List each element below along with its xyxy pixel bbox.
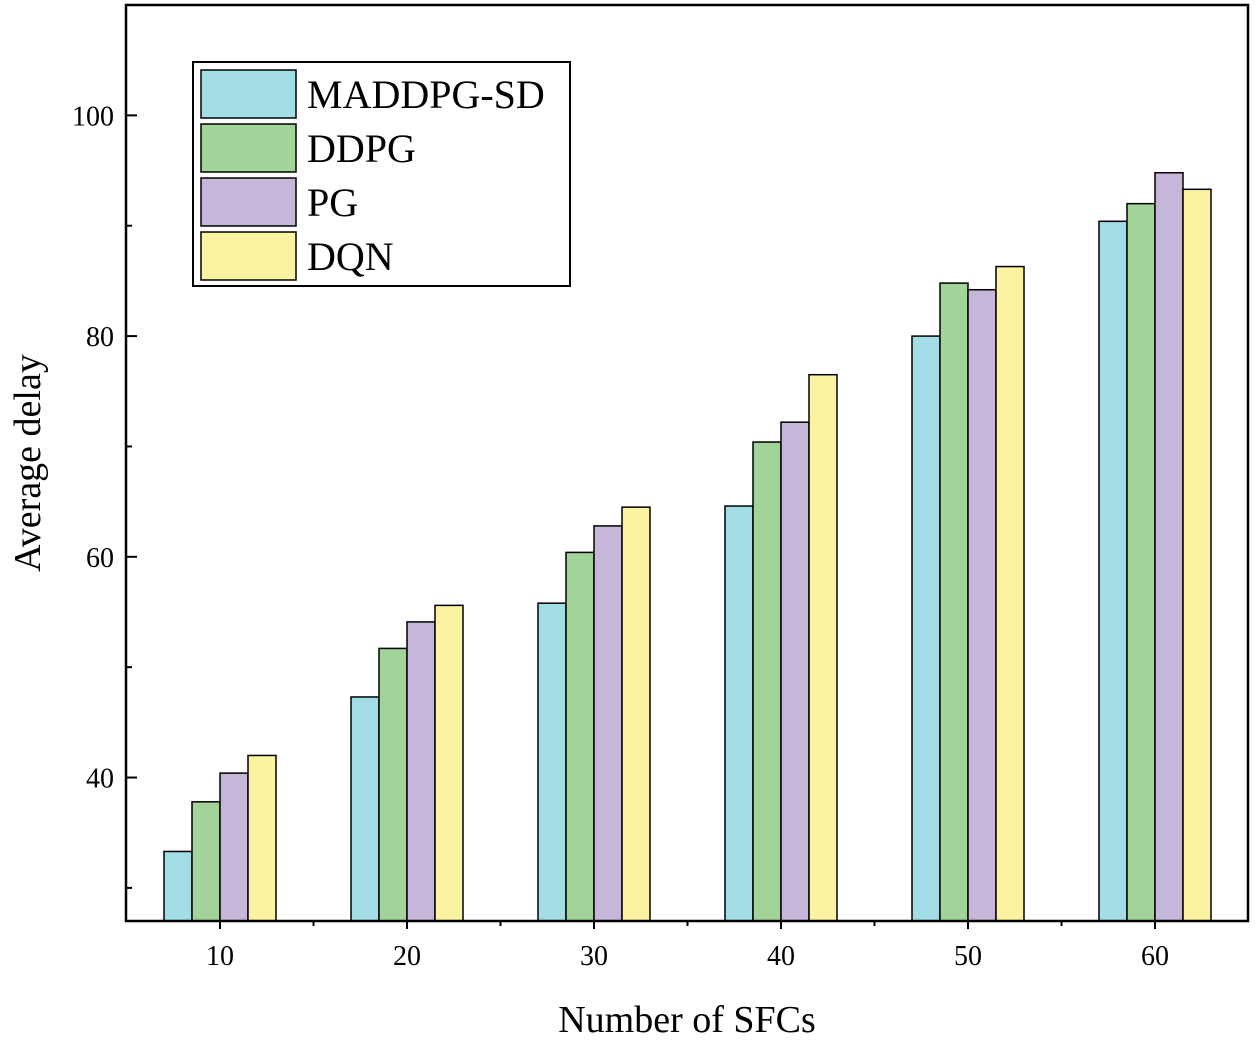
bar-maddpg-sd-10: [163, 850, 193, 922]
x-tick-label: 50: [954, 941, 982, 972]
bar-ddpg-30: [565, 551, 595, 922]
legend-label-ddpg: DDPG: [307, 126, 416, 171]
bar-dqn-30: [621, 506, 651, 922]
bar-pg-60: [1154, 171, 1184, 922]
bar-dqn-50: [995, 265, 1025, 922]
axes-layer: 40 60 80 100 10 20 30 40 50 60: [72, 4, 1169, 972]
legend-swatch-dqn: [200, 231, 297, 281]
legend: MADDPG-SD DDPG PG DQN: [192, 61, 571, 287]
x-axis-title: Number of SFCs: [558, 999, 816, 1037]
y-tick-label: 100: [72, 101, 114, 132]
bar-ddpg-50: [939, 282, 969, 922]
bar-ddpg-60: [1126, 202, 1156, 922]
bar-ddpg-40: [752, 441, 782, 922]
bar-dqn-10: [247, 754, 277, 922]
legend-label-pg: PG: [307, 180, 358, 225]
x-tick-label: 60: [1141, 941, 1169, 972]
bar-ddpg-20: [378, 647, 408, 922]
x-tick-label: 40: [767, 941, 795, 972]
bar-dqn-40: [808, 373, 838, 922]
legend-swatch-pg: [200, 177, 297, 227]
bar-pg-50: [967, 288, 997, 922]
bar-maddpg-sd-20: [350, 696, 380, 922]
bar-pg-40: [780, 421, 810, 922]
bar-dqn-60: [1182, 188, 1212, 922]
x-tick-label: 30: [580, 941, 608, 972]
y-tick-label: 60: [86, 543, 114, 574]
legend-label-maddpg-sd: MADDPG-SD: [307, 72, 545, 117]
legend-swatch-maddpg-sd: [200, 69, 297, 119]
bar-pg-30: [593, 525, 623, 922]
x-tick-label: 20: [393, 941, 421, 972]
bar-maddpg-sd-30: [537, 602, 567, 922]
legend-swatch-ddpg: [200, 123, 297, 173]
y-axis-title: Average delay: [7, 354, 49, 572]
bar-maddpg-sd-40: [724, 505, 754, 922]
bar-ddpg-10: [191, 801, 221, 922]
y-tick-label: 40: [86, 764, 114, 795]
bar-dqn-20: [434, 604, 464, 922]
bar-pg-10: [219, 772, 249, 922]
y-tick-label: 80: [86, 322, 114, 353]
bars-layer: [163, 171, 1212, 922]
x-tick-label: 10: [206, 941, 234, 972]
bar-maddpg-sd-60: [1098, 220, 1128, 922]
legend-label-dqn: DQN: [307, 234, 394, 279]
bar-maddpg-sd-50: [911, 335, 941, 922]
bar-pg-20: [406, 621, 436, 922]
